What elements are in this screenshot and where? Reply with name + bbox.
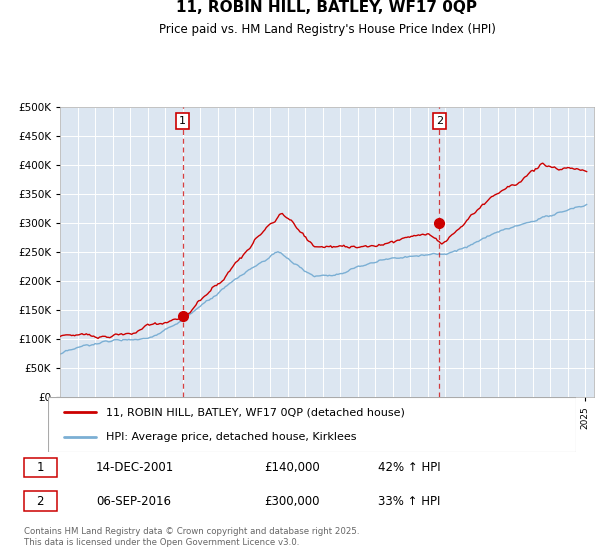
Text: 1: 1 <box>37 461 44 474</box>
FancyBboxPatch shape <box>24 492 57 511</box>
Text: HPI: Average price, detached house, Kirklees: HPI: Average price, detached house, Kirk… <box>106 432 356 442</box>
Text: Contains HM Land Registry data © Crown copyright and database right 2025.
This d: Contains HM Land Registry data © Crown c… <box>24 528 359 547</box>
Text: £300,000: £300,000 <box>264 494 320 508</box>
Text: 42% ↑ HPI: 42% ↑ HPI <box>378 461 440 474</box>
FancyBboxPatch shape <box>24 458 57 477</box>
Text: 11, ROBIN HILL, BATLEY, WF17 0QP: 11, ROBIN HILL, BATLEY, WF17 0QP <box>176 0 478 15</box>
Text: 14-DEC-2001: 14-DEC-2001 <box>96 461 174 474</box>
Text: 1: 1 <box>179 116 186 126</box>
Text: 33% ↑ HPI: 33% ↑ HPI <box>378 494 440 508</box>
Text: 06-SEP-2016: 06-SEP-2016 <box>96 494 171 508</box>
Text: 2: 2 <box>37 494 44 508</box>
Text: Price paid vs. HM Land Registry's House Price Index (HPI): Price paid vs. HM Land Registry's House … <box>158 23 496 36</box>
Text: 11, ROBIN HILL, BATLEY, WF17 0QP (detached house): 11, ROBIN HILL, BATLEY, WF17 0QP (detach… <box>106 407 405 417</box>
Text: 2: 2 <box>436 116 443 126</box>
FancyBboxPatch shape <box>48 397 576 452</box>
Text: £140,000: £140,000 <box>264 461 320 474</box>
